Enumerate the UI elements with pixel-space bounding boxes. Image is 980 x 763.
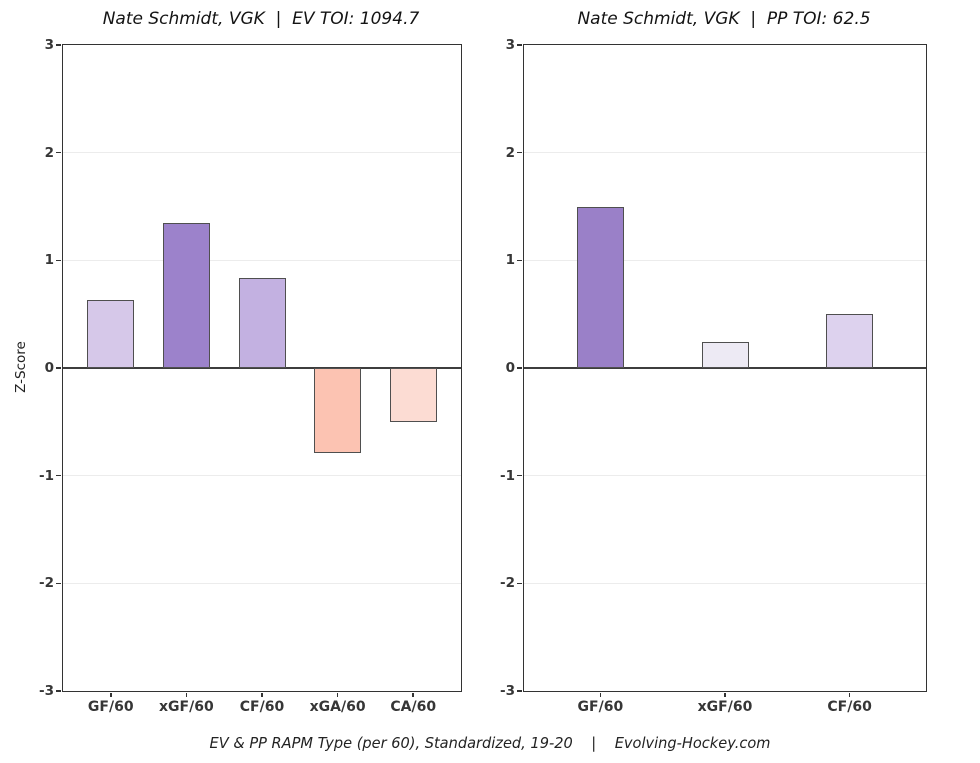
y-tick-label: 1 — [44, 252, 54, 269]
gridline — [63, 259, 461, 261]
x-tick-mark — [724, 692, 726, 698]
x-tick-label: xGA/60 — [309, 699, 366, 715]
panel-title-ev: Nate Schmidt, VGK | EV TOI: 1094.7 — [102, 9, 420, 29]
y-tick-label: -3 — [39, 683, 54, 699]
y-tick-mark — [56, 690, 62, 692]
x-tick-mark — [261, 692, 263, 698]
x-tick-mark — [599, 692, 602, 698]
y-tick-label: -2 — [500, 575, 515, 592]
y-tick-mark — [517, 151, 523, 154]
bar-xgf60 — [162, 222, 210, 368]
x-tick-mark — [185, 692, 188, 698]
gridline — [524, 582, 926, 584]
gridline — [63, 152, 461, 154]
bar-xgf60 — [701, 342, 749, 368]
y-tick-label: -1 — [500, 467, 515, 484]
y-tick-label: 3 — [505, 37, 515, 53]
x-tick-label: GF/60 — [577, 699, 624, 715]
zero-line — [63, 366, 461, 370]
gridline — [524, 152, 926, 154]
panel-title-pp: Nate Schmidt, VGK | PP TOI: 62.5 — [577, 9, 871, 29]
y-tick-label: 2 — [44, 144, 54, 161]
y-tick-mark — [517, 44, 523, 46]
y-tick-mark — [56, 582, 62, 585]
plot-area-pp: 3 2 1 0 -1 -2 -3 GF/60 xGF/60 CF/60 — [500, 37, 927, 715]
x-tick-label: xGF/60 — [159, 699, 214, 715]
y-tick-label: 3 — [44, 37, 54, 53]
x-tick-mark — [336, 692, 339, 698]
y-tick-label: 0 — [505, 360, 515, 376]
bar-cf60 — [826, 314, 874, 368]
zero-line — [524, 366, 926, 370]
x-tick-label: CF/60 — [827, 699, 872, 715]
x-tick-mark — [412, 692, 415, 698]
y-tick-mark — [517, 690, 523, 692]
gridline — [63, 582, 461, 584]
y-tick-label: -1 — [39, 467, 54, 484]
bar-ca60 — [389, 368, 437, 422]
x-tick-label: GF/60 — [87, 699, 134, 715]
bar-xga60 — [314, 368, 362, 454]
x-tick-label: CA/60 — [390, 699, 437, 715]
y-tick-label: -3 — [500, 683, 515, 699]
y-tick-mark — [56, 474, 62, 477]
bar-gf60 — [87, 300, 135, 368]
bar-cf60 — [238, 277, 286, 368]
x-tick-label: xGF/60 — [697, 699, 753, 715]
gridline — [524, 259, 926, 261]
y-tick-mark — [517, 582, 523, 585]
gridline — [63, 475, 461, 477]
y-tick-label: 2 — [505, 144, 515, 161]
y-tick-mark — [56, 44, 62, 46]
y-tick-mark — [517, 474, 523, 477]
y-tick-mark — [517, 367, 523, 369]
y-tick-mark — [517, 259, 523, 262]
y-tick-label: -2 — [39, 575, 54, 592]
figure-caption: EV & PP RAPM Type (per 60), Standardized… — [209, 734, 771, 752]
x-tick-label: CF/60 — [239, 699, 285, 715]
y-tick-mark — [56, 259, 62, 262]
y-tick-label: 1 — [505, 252, 515, 269]
y-tick-mark — [56, 367, 62, 369]
x-tick-mark — [848, 692, 851, 698]
bar-gf60 — [576, 206, 624, 368]
plot-area-ev: 3 2 1 0 -1 -2 -3 GF/60 xGF/60 CF/60 xGA/60 CA/60 — [39, 37, 462, 715]
x-tick-mark — [109, 692, 112, 698]
gridline — [524, 475, 926, 477]
y-tick-label: 0 — [44, 360, 54, 376]
y-tick-mark — [56, 151, 62, 154]
